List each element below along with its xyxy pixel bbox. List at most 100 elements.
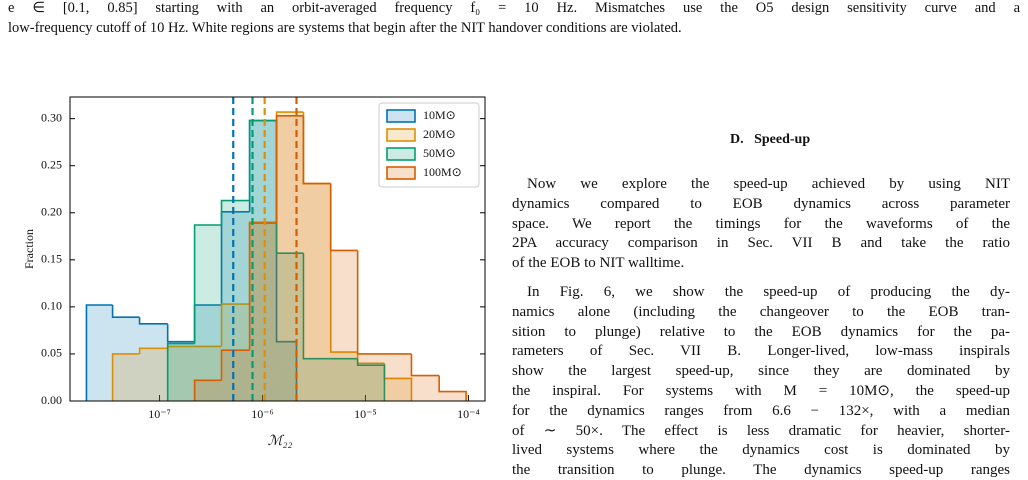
text-line: the inspiral. For systems with M = 10M⊙,…	[512, 383, 1010, 399]
bar	[303, 358, 331, 401]
text-line: dynamics compared to EOB dynamics across…	[512, 195, 1010, 212]
bar	[167, 343, 195, 401]
bar	[330, 250, 358, 401]
bar	[112, 353, 140, 401]
bar	[303, 183, 331, 401]
bar-outline	[302, 112, 331, 185]
bar	[167, 346, 195, 401]
bar-outline	[138, 317, 168, 325]
legend-label: 100M⊙	[423, 165, 462, 179]
bar-outline	[220, 199, 250, 225]
bar	[303, 183, 331, 401]
text-line: rameters of Sec. VII B. Longer-lived, lo…	[512, 343, 1010, 360]
bar	[276, 341, 297, 401]
text-line: sition to plunge) relative to the EOB dy…	[512, 323, 1010, 340]
x-tick-label: 10⁻⁶	[251, 407, 274, 421]
bar-outline	[138, 347, 168, 354]
bar-outline	[302, 253, 331, 360]
bar-outline	[329, 183, 358, 252]
bar-outline	[248, 119, 277, 201]
text-line: lived systems where the dynamics cost is…	[512, 442, 1010, 459]
y-axis-label: Fraction	[22, 229, 36, 269]
bar	[276, 253, 304, 401]
bar	[194, 346, 222, 401]
y-tick-label: 0.10	[41, 299, 62, 313]
bar-outline	[166, 323, 195, 343]
text-line: Now we explore the speed-up achieved by …	[527, 176, 1010, 192]
y-tick-label: 0.05	[41, 346, 62, 360]
y-tick-label: 0.30	[41, 110, 62, 124]
bar	[249, 120, 277, 401]
bar-outline	[220, 303, 250, 347]
bar	[357, 363, 385, 401]
bar-outline	[193, 224, 222, 344]
legend-swatch	[386, 147, 416, 161]
y-tick-label: 0.00	[41, 393, 62, 407]
bar	[112, 317, 140, 401]
legend-swatch	[386, 128, 416, 142]
bar-outline	[193, 379, 222, 401]
bar-outline	[166, 342, 195, 401]
bar	[330, 352, 358, 401]
text-line: for the dynamics ranges from 6.6 − 132×,…	[512, 402, 1010, 419]
bar	[411, 375, 440, 401]
bar	[249, 223, 277, 401]
text-line: of ∼ 50×. The effect is less dramatic fo…	[512, 422, 1010, 439]
y-tick-label: 0.25	[41, 157, 62, 171]
bar	[194, 305, 222, 401]
legend-swatch	[386, 109, 416, 123]
bar-outline	[111, 305, 140, 319]
plot-frame	[69, 96, 486, 402]
bar-outline	[248, 222, 277, 351]
bar	[276, 115, 304, 401]
bar	[357, 353, 385, 401]
text-line: In Fig. 6, we show the speed-up of produ…	[527, 284, 1010, 300]
bar	[194, 380, 222, 401]
bar	[221, 304, 250, 401]
bar	[249, 120, 277, 401]
y-tick-label: 0.15	[41, 252, 62, 266]
text-line: show the largest speed-up, since they ar…	[512, 363, 1010, 380]
bar	[221, 200, 250, 401]
text-line: space. We report the timings for the wav…	[512, 215, 1010, 232]
bar	[194, 225, 222, 401]
bar	[221, 211, 250, 401]
bar	[139, 323, 168, 401]
x-axis-label: ℳ₂₂	[268, 434, 293, 449]
bar	[439, 391, 467, 401]
bar-outline	[85, 304, 113, 401]
legend-box	[378, 102, 480, 188]
legend-label: 50M⊙	[423, 146, 456, 160]
legend-swatch	[386, 166, 416, 180]
bar-outline	[275, 115, 304, 224]
legend-label: 10M⊙	[423, 108, 456, 122]
text-line: namics alone (including the changeover t…	[512, 303, 1010, 320]
bar-outline	[356, 358, 386, 401]
text-line: the transition to plunge. The dynamics s…	[512, 462, 1010, 479]
legend-label: 20M⊙	[423, 127, 456, 141]
text-line: of the EOB to NIT walltime.	[512, 255, 685, 272]
caption-line: e ∈ [0.1, 0.85] starting with an orbit-a…	[8, 0, 1020, 16]
bar-outline	[111, 353, 140, 401]
bar	[330, 358, 358, 401]
bar-outline	[438, 375, 467, 401]
bar-outline	[302, 115, 331, 185]
bar	[167, 341, 195, 401]
text-line: 2PA accuracy comparison in Sec. VII B an…	[512, 235, 1010, 252]
bar	[384, 353, 412, 401]
x-tick-label: 10⁻⁷	[148, 407, 171, 421]
bar-outline	[220, 349, 250, 381]
bar	[357, 365, 385, 401]
chart: ℳ₂₂ Fraction 0.00 0.05 0.10 0.15 0.20 0.25 0.3…	[22, 96, 486, 449]
bar	[86, 305, 113, 401]
caption-line: low-frequency cutoff of 10 Hz. White reg…	[8, 20, 682, 36]
bar	[276, 112, 304, 401]
bar	[139, 348, 168, 401]
bar	[249, 222, 277, 401]
bar-outline	[410, 353, 440, 377]
section-heading: D. Speed-up	[730, 132, 811, 147]
x-tick-label: 10⁻⁴	[457, 407, 480, 421]
bar	[221, 350, 250, 401]
x-tick-label: 10⁻⁵	[354, 407, 377, 421]
